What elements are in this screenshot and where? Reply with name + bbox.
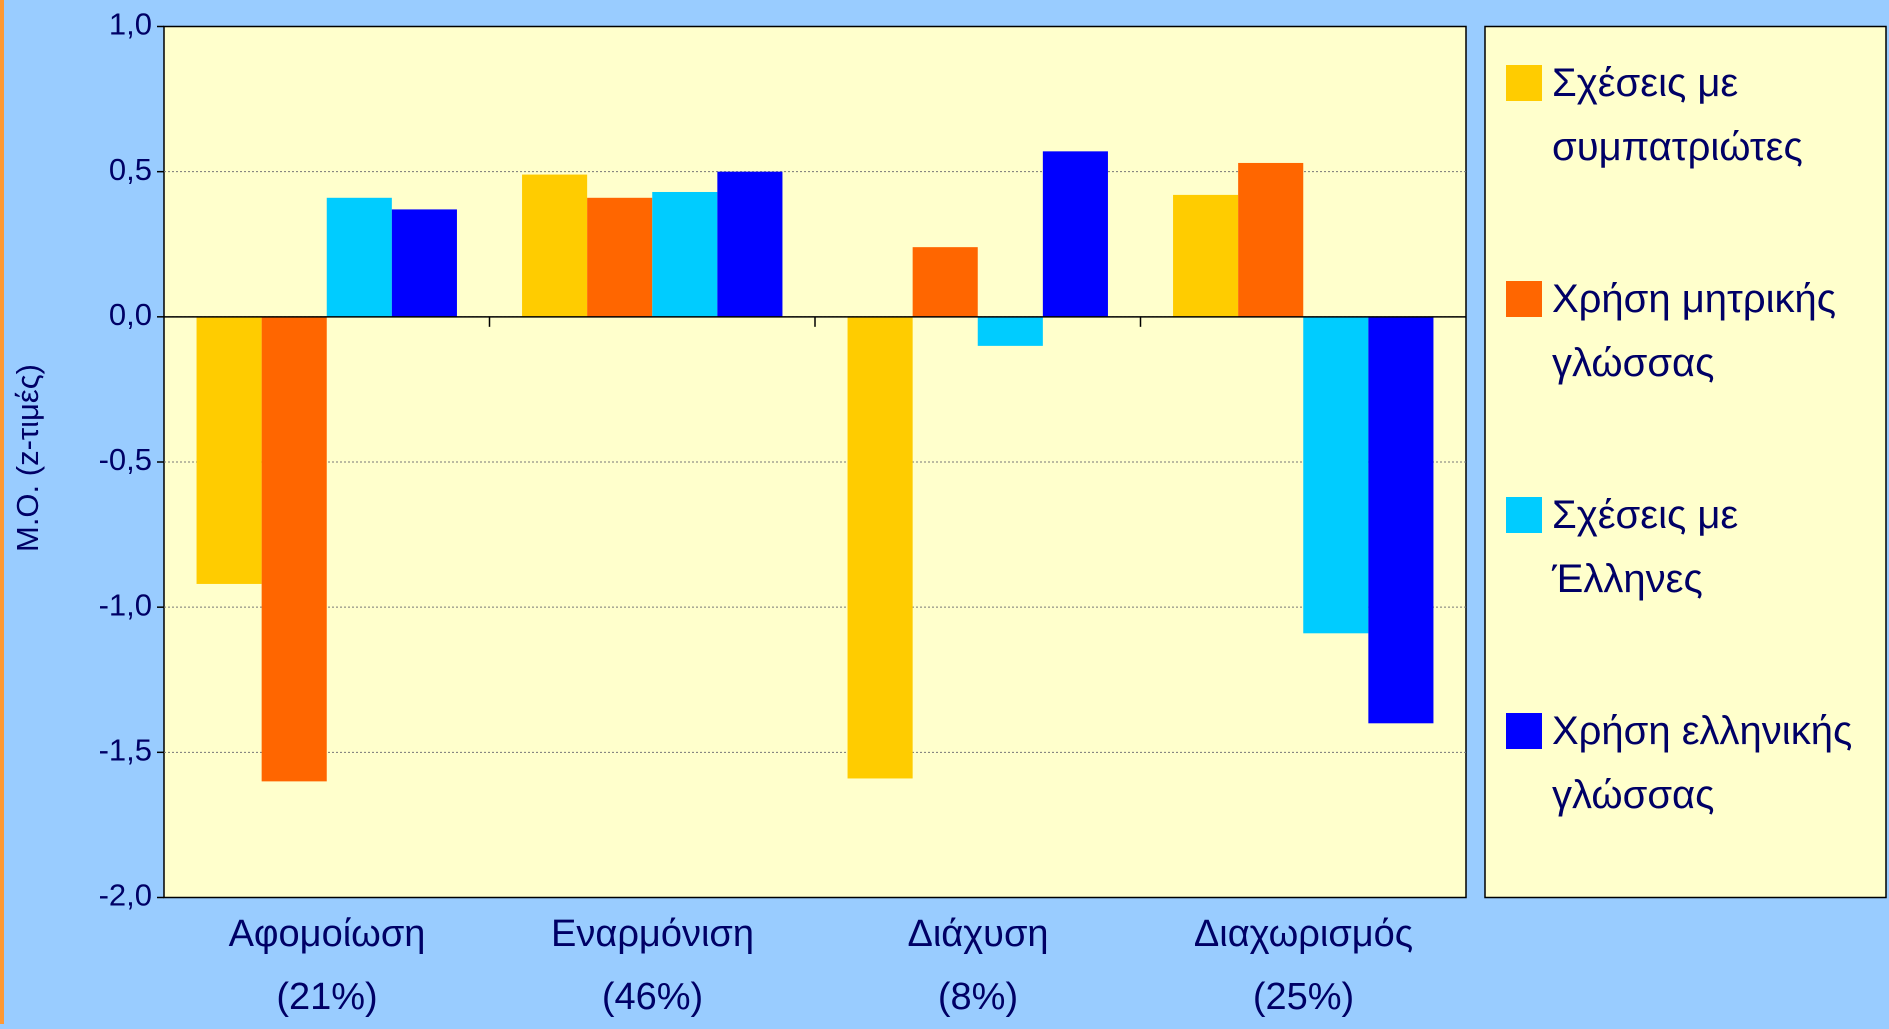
x-tick-label: Διάχυση (8%): [907, 913, 1049, 1018]
bar: [261, 316, 327, 782]
bar: [1303, 316, 1369, 634]
bar: [391, 209, 457, 317]
legend-swatch: [1506, 281, 1542, 317]
left-border: [0, 0, 4, 1024]
y-tick-label: -0,5: [99, 442, 152, 477]
bar: [1368, 316, 1434, 724]
x-tick-label: Εναρμόνιση (46%): [551, 913, 754, 1018]
legend-label: Σχέσεις με συμπατριώτες: [1552, 61, 1803, 169]
plot-area: [163, 25, 1467, 899]
y-axis-label: Μ.Ο. (z-τιμές): [10, 364, 45, 552]
bar: [652, 191, 718, 317]
legend-label: Χρήση μητρικής γλώσσας: [1552, 277, 1836, 385]
y-tick-label: -2,0: [99, 878, 152, 913]
y-tick-label: -1,5: [99, 733, 152, 768]
x-tick-label: Διαχωρισμός (25%): [1193, 913, 1414, 1018]
y-tick-label: 0,0: [109, 297, 152, 332]
bar: [717, 171, 783, 317]
legend-box: [1484, 25, 1887, 899]
bar: [196, 316, 262, 584]
y-tick-label: 1,0: [109, 7, 152, 42]
legend-swatch: [1506, 65, 1542, 101]
bar: [587, 197, 653, 317]
bar: [1042, 151, 1108, 317]
y-tick-label: -1,0: [99, 587, 152, 622]
bar: [1173, 194, 1239, 317]
bar: [326, 197, 392, 317]
legend-label: Χρήση ελληνικής γλώσσας: [1552, 709, 1853, 817]
y-tick-label: 0,5: [109, 152, 152, 187]
bar: [977, 316, 1043, 346]
bar: [522, 174, 588, 317]
legend-label: Σχέσεις με Έλληνες: [1552, 493, 1739, 601]
bar: [847, 316, 913, 779]
legend-swatch: [1506, 497, 1542, 533]
x-tick-label: Αφομοίωση (21%): [228, 913, 426, 1018]
legend-swatch: [1506, 713, 1542, 749]
bar: [1238, 162, 1304, 317]
bar: [912, 247, 978, 317]
